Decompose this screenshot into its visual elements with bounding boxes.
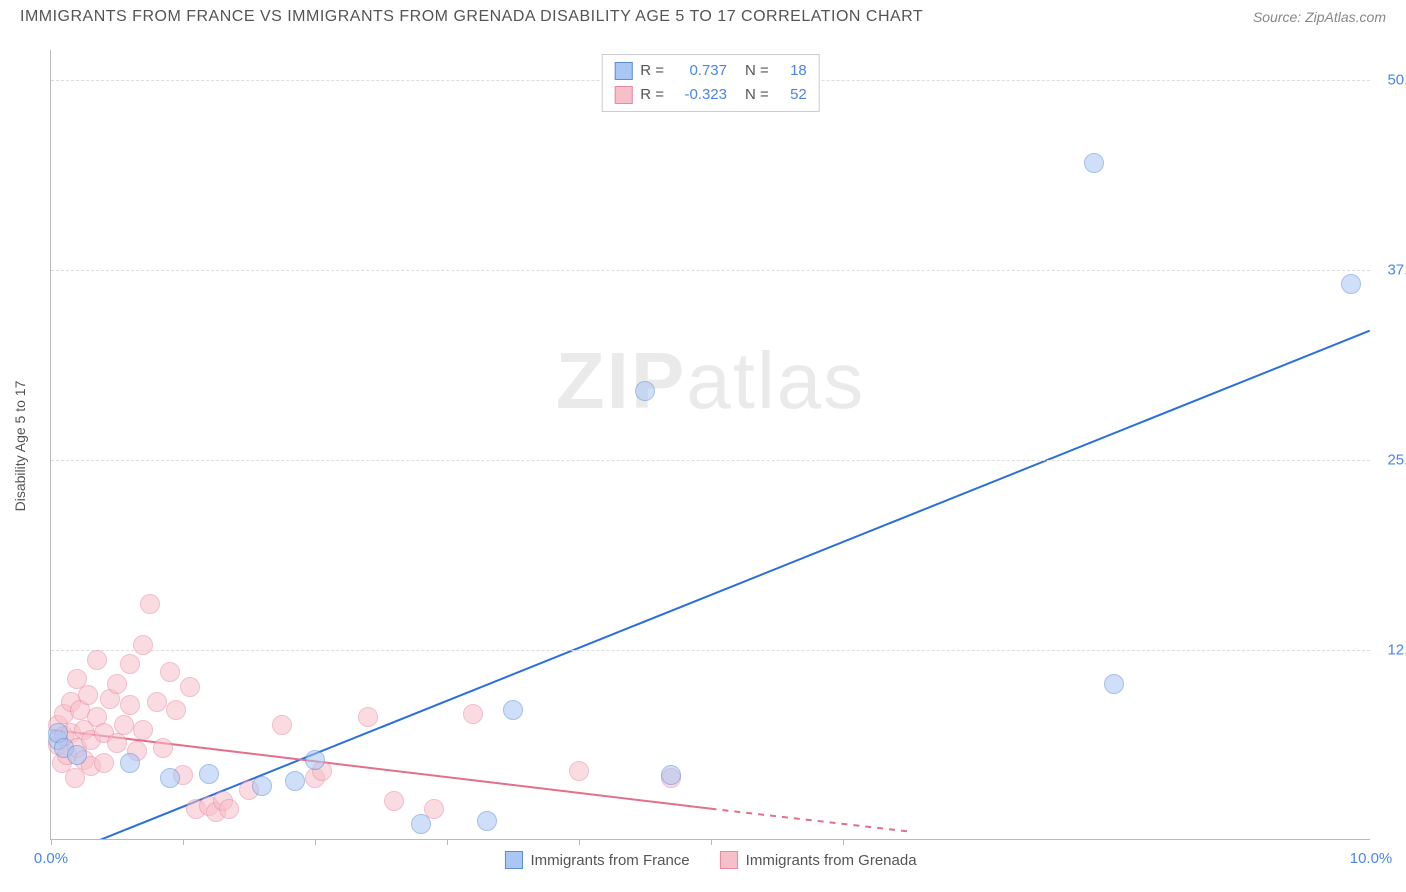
- data-point: [272, 715, 292, 735]
- data-point: [166, 700, 186, 720]
- trendline-extension: [711, 809, 909, 832]
- chart-title: IMMIGRANTS FROM FRANCE VS IMMIGRANTS FRO…: [20, 8, 923, 26]
- data-point: [411, 814, 431, 834]
- legend-correlation-row: R =0.737N =18: [614, 59, 807, 83]
- legend-series-item: Immigrants from France: [504, 851, 689, 869]
- data-point: [285, 771, 305, 791]
- data-point: [661, 765, 681, 785]
- x-tick: [447, 839, 448, 845]
- data-point: [133, 635, 153, 655]
- data-point: [635, 381, 655, 401]
- legend-correlation-row: R =-0.323N =52: [614, 83, 807, 107]
- data-point: [120, 695, 140, 715]
- data-point: [107, 674, 127, 694]
- legend-series-item: Immigrants from Grenada: [720, 851, 917, 869]
- data-point: [160, 662, 180, 682]
- data-point: [107, 733, 127, 753]
- gridline: [51, 650, 1370, 651]
- data-point: [477, 811, 497, 831]
- data-point: [147, 692, 167, 712]
- trendlines-layer: [51, 50, 1370, 839]
- gridline: [51, 270, 1370, 271]
- data-point: [219, 799, 239, 819]
- data-point: [199, 764, 219, 784]
- x-tick: [51, 839, 52, 845]
- legend-series-label: Immigrants from France: [530, 852, 689, 869]
- x-tick-label: 0.0%: [34, 850, 68, 867]
- data-point: [503, 700, 523, 720]
- x-tick-label: 10.0%: [1350, 850, 1393, 867]
- y-tick-label: 25.0%: [1387, 452, 1406, 469]
- data-point: [160, 768, 180, 788]
- data-point: [358, 707, 378, 727]
- data-point: [140, 594, 160, 614]
- x-tick: [183, 839, 184, 845]
- gridline: [51, 460, 1370, 461]
- data-point: [120, 654, 140, 674]
- legend-series-label: Immigrants from Grenada: [746, 852, 917, 869]
- data-point: [114, 715, 134, 735]
- legend-swatch: [720, 851, 738, 869]
- watermark: ZIPatlas: [556, 335, 865, 427]
- data-point: [133, 720, 153, 740]
- y-tick-label: 12.5%: [1387, 642, 1406, 659]
- data-point: [78, 685, 98, 705]
- correlation-legend: R =0.737N =18R =-0.323N =52: [601, 54, 820, 112]
- chart-plot-area: ZIPatlas R =0.737N =18R =-0.323N =52 Imm…: [50, 50, 1370, 840]
- data-point: [1104, 674, 1124, 694]
- y-axis-title: Disability Age 5 to 17: [12, 381, 28, 512]
- trendline: [65, 331, 1370, 839]
- legend-swatch: [614, 62, 632, 80]
- data-point: [67, 745, 87, 765]
- y-tick-label: 50.0%: [1387, 72, 1406, 89]
- x-tick: [843, 839, 844, 845]
- data-point: [120, 753, 140, 773]
- data-point: [1084, 153, 1104, 173]
- data-point: [153, 738, 173, 758]
- x-tick: [579, 839, 580, 845]
- data-point: [1341, 274, 1361, 294]
- y-tick-label: 37.5%: [1387, 262, 1406, 279]
- series-legend: Immigrants from France Immigrants from Gr…: [504, 851, 916, 869]
- legend-swatch: [504, 851, 522, 869]
- x-tick: [315, 839, 316, 845]
- data-point: [252, 776, 272, 796]
- data-point: [384, 791, 404, 811]
- x-tick: [711, 839, 712, 845]
- data-point: [180, 677, 200, 697]
- data-point: [463, 704, 483, 724]
- source-attribution: Source: ZipAtlas.com: [1253, 9, 1386, 25]
- legend-swatch: [614, 86, 632, 104]
- data-point: [305, 750, 325, 770]
- trendline: [51, 730, 710, 809]
- data-point: [569, 761, 589, 781]
- data-point: [94, 753, 114, 773]
- data-point: [87, 650, 107, 670]
